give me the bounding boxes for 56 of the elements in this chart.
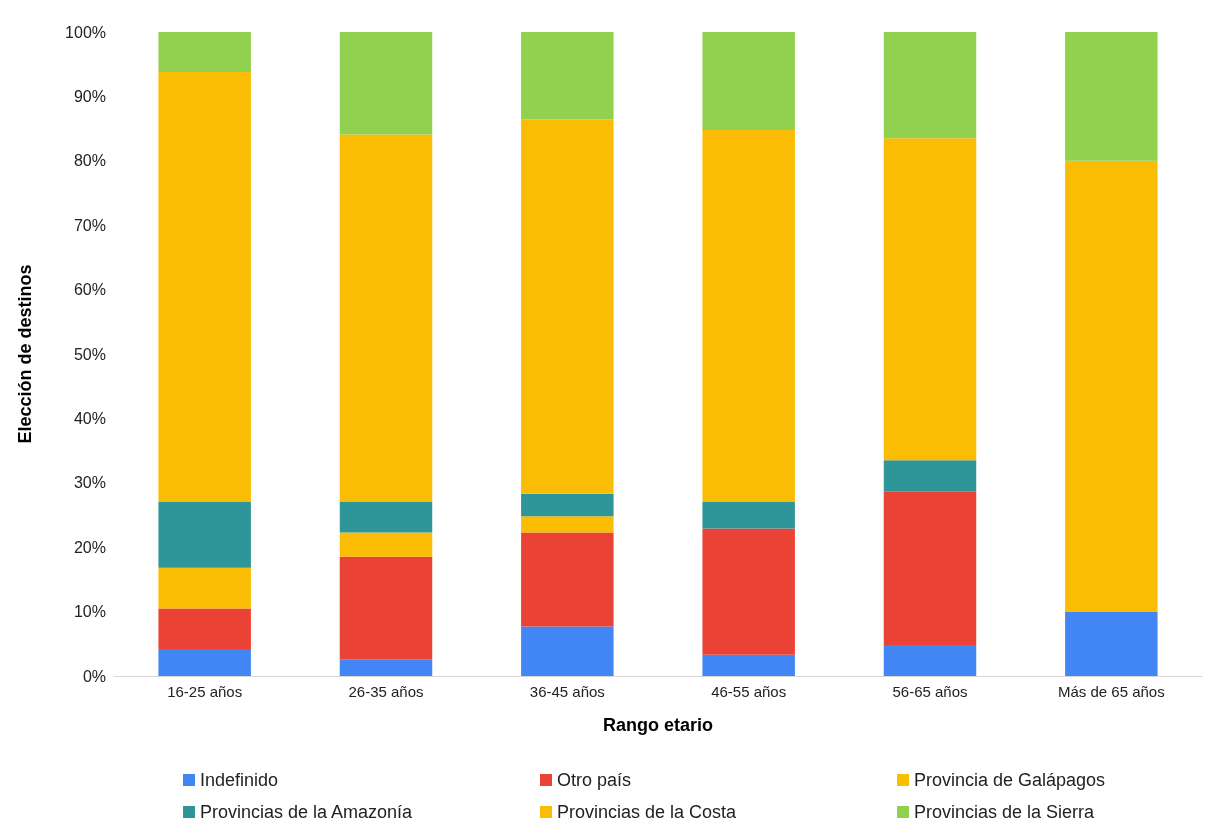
bar	[521, 32, 614, 120]
bar	[521, 532, 614, 627]
legend-label: Provincias de la Costa	[557, 802, 738, 822]
x-tick-label: 36-45 años	[529, 683, 605, 700]
y-tick-label: 80%	[73, 152, 106, 170]
y-tick-label: 60%	[73, 281, 106, 299]
y-tick-label: 0%	[82, 667, 106, 685]
bar	[158, 648, 251, 676]
y-tick-label: 20%	[73, 538, 106, 556]
bar	[883, 32, 977, 139]
legend-label: Provincias de la Sierra	[914, 802, 1096, 822]
x-tick-label: 46-55 años	[711, 683, 787, 700]
y-tick-label: 90%	[73, 87, 106, 105]
legend-label: Provincia de Galápagos	[914, 770, 1106, 790]
legend-label: Indefinido	[200, 770, 279, 790]
bar	[521, 626, 614, 676]
bar	[702, 528, 795, 655]
bar	[339, 659, 433, 676]
bar	[883, 138, 977, 461]
bar	[158, 32, 251, 72]
x-axis-title: Rango etario	[602, 715, 714, 735]
bar	[883, 645, 977, 676]
bar	[702, 129, 795, 502]
y-tick-label: 40%	[73, 409, 106, 427]
y-tick-label: 30%	[73, 474, 106, 492]
bar	[158, 71, 251, 502]
x-tick-label: Más de 65 años	[1057, 683, 1165, 700]
bar	[339, 134, 433, 502]
bar	[1065, 160, 1158, 612]
bar	[521, 119, 614, 494]
bar	[521, 493, 614, 517]
y-tick-label: 70%	[73, 216, 106, 234]
bar	[702, 654, 795, 676]
bar	[339, 556, 433, 660]
legend-label: Provincias de la Amazonía	[200, 802, 414, 822]
bar	[339, 532, 433, 557]
bar	[339, 32, 433, 135]
bar	[702, 32, 795, 130]
bar	[702, 501, 795, 529]
x-tick-label: 56-65 años	[892, 683, 968, 700]
x-tick-label: 16-25 años	[167, 683, 243, 700]
bar	[158, 608, 251, 649]
bar	[339, 501, 433, 533]
bar	[158, 567, 251, 609]
bar	[158, 501, 251, 568]
x-tick-label: 26-35 años	[348, 683, 424, 700]
legend-label: Otro país	[557, 770, 632, 790]
bar	[1065, 611, 1158, 676]
bar	[1065, 32, 1158, 161]
y-axis-title: Elección de destinos	[15, 264, 35, 444]
y-tick-label: 50%	[73, 345, 106, 363]
y-tick-label: 100%	[65, 23, 106, 41]
bar	[521, 516, 614, 533]
bar	[883, 491, 977, 646]
bar	[883, 460, 977, 492]
y-tick-label: 10%	[73, 603, 106, 621]
